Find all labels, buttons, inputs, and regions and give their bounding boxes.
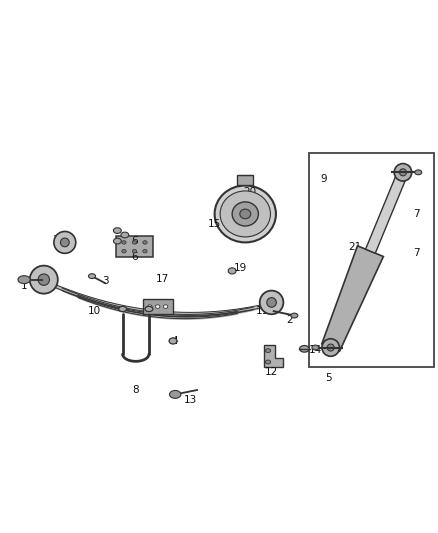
Text: 20: 20 (243, 187, 256, 197)
Text: 15: 15 (208, 219, 221, 229)
Text: 6: 6 (131, 236, 138, 246)
Text: 5: 5 (325, 373, 332, 383)
Ellipse shape (240, 209, 251, 219)
Text: 3: 3 (102, 276, 109, 286)
Ellipse shape (260, 290, 283, 314)
Text: 17: 17 (155, 274, 169, 284)
Ellipse shape (132, 249, 137, 253)
Ellipse shape (265, 349, 271, 352)
Ellipse shape (228, 268, 236, 274)
Ellipse shape (145, 306, 153, 312)
Ellipse shape (215, 185, 276, 243)
Text: 1: 1 (21, 281, 28, 291)
Bar (143, 299, 173, 314)
Text: 12: 12 (265, 367, 278, 377)
Text: 8: 8 (132, 385, 139, 395)
Ellipse shape (155, 305, 160, 308)
Polygon shape (322, 246, 383, 351)
Ellipse shape (122, 241, 126, 244)
Ellipse shape (322, 339, 339, 356)
Ellipse shape (38, 274, 49, 285)
Ellipse shape (60, 238, 69, 247)
Ellipse shape (312, 345, 319, 350)
Ellipse shape (267, 297, 276, 307)
Ellipse shape (143, 249, 147, 253)
Ellipse shape (399, 169, 406, 176)
Polygon shape (366, 171, 408, 253)
Text: 2: 2 (286, 315, 293, 325)
Text: 19: 19 (233, 263, 247, 273)
Ellipse shape (113, 238, 121, 244)
Text: 4: 4 (172, 336, 179, 346)
Ellipse shape (169, 338, 177, 344)
Text: 16: 16 (53, 235, 66, 245)
Ellipse shape (327, 344, 334, 351)
Ellipse shape (88, 274, 95, 279)
Text: 11: 11 (256, 306, 269, 316)
Text: 10: 10 (88, 306, 101, 316)
Ellipse shape (18, 276, 30, 284)
Ellipse shape (30, 265, 58, 294)
Ellipse shape (415, 170, 422, 175)
Text: 13: 13 (184, 395, 197, 405)
Text: 21: 21 (348, 242, 361, 252)
Text: 9: 9 (321, 174, 328, 184)
Ellipse shape (163, 305, 168, 308)
Bar (116, 236, 153, 257)
Ellipse shape (143, 241, 147, 244)
Ellipse shape (113, 228, 121, 233)
Ellipse shape (119, 306, 127, 312)
Ellipse shape (132, 241, 137, 244)
Ellipse shape (300, 345, 309, 352)
Ellipse shape (220, 191, 271, 237)
Ellipse shape (122, 249, 126, 253)
Polygon shape (264, 345, 283, 367)
Ellipse shape (291, 313, 298, 318)
Ellipse shape (148, 305, 152, 308)
Ellipse shape (265, 360, 271, 364)
Ellipse shape (394, 164, 412, 181)
Text: 7: 7 (413, 248, 420, 259)
Ellipse shape (121, 232, 129, 238)
Ellipse shape (170, 391, 181, 398)
Ellipse shape (54, 231, 76, 253)
Text: 14: 14 (309, 345, 322, 355)
Text: 6: 6 (131, 252, 138, 262)
Bar (237, 174, 253, 185)
Bar (309, 152, 434, 367)
Text: 7: 7 (413, 209, 420, 219)
Ellipse shape (232, 202, 258, 226)
